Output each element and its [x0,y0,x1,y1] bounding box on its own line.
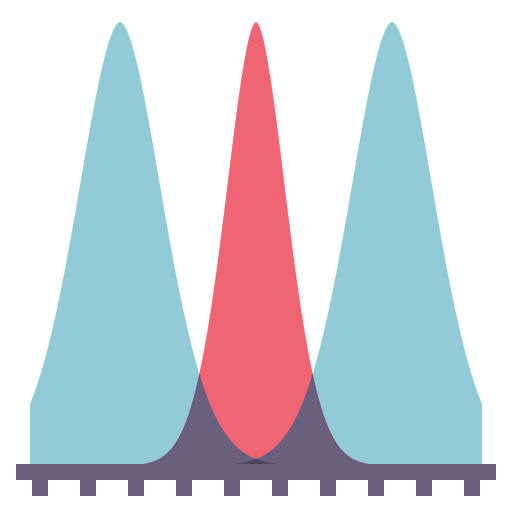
axis-tick [176,480,192,496]
axis-tick [368,480,384,496]
center-curve [30,22,482,466]
axis-tick [32,480,48,496]
axis-tick [128,480,144,496]
axis-tick [464,480,480,496]
left-curve [30,22,482,466]
axis-tick [224,480,240,496]
axis-tick [416,480,432,496]
right-curve [30,22,482,466]
axis-tick [272,480,288,496]
axis-ticks [32,480,480,496]
axis-tick [80,480,96,496]
axis-bar [16,464,496,480]
axis-tick [320,480,336,496]
